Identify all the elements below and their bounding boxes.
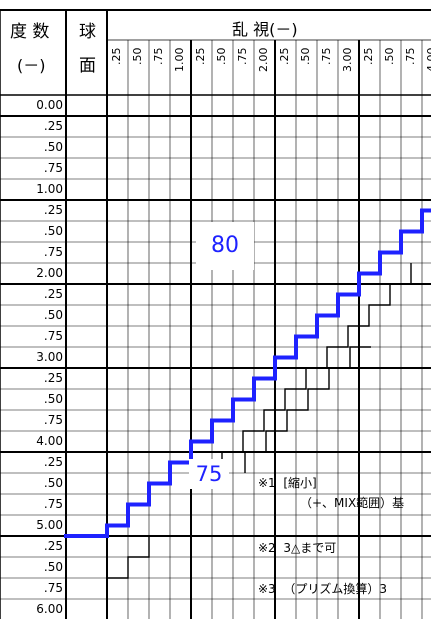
astig-column-label: .25 xyxy=(278,48,291,66)
astig-column-label: 2.00 xyxy=(257,48,270,73)
sphere-row-label: .25 xyxy=(43,203,63,217)
sphere-row-label: .75 xyxy=(43,161,63,175)
astig-column-label: .50 xyxy=(299,48,312,66)
sphere-row-label: .25 xyxy=(43,371,63,385)
astig-column-label: .25 xyxy=(110,48,123,66)
astig-column-label: .25 xyxy=(194,48,207,66)
astig-column-label: 3.00 xyxy=(341,48,354,73)
astig-column-label: .75 xyxy=(320,48,333,66)
astig-column-label: 1.00 xyxy=(173,48,186,73)
sphere-row-label: .25 xyxy=(43,539,63,553)
sphere-row-label: .25 xyxy=(43,455,63,469)
sphere-row-label: 0.00 xyxy=(36,98,63,112)
astig-column-label: .25 xyxy=(362,48,375,66)
astig-column-label: .50 xyxy=(131,48,144,66)
sphere-row-label: .50 xyxy=(43,308,63,322)
boundary-step-black xyxy=(244,346,371,473)
boundary-step-black xyxy=(221,263,412,473)
note-1-detail: （+、MIX範囲）基 xyxy=(300,496,405,510)
sphere-row-label: .50 xyxy=(43,224,63,238)
note-1: ※1 [縮小] xyxy=(258,476,317,490)
astig-column-label: .50 xyxy=(215,48,228,66)
sphere-header-bottom: 面 xyxy=(79,56,96,76)
sphere-row-label: .75 xyxy=(43,329,63,343)
sphere-row-label: 3.00 xyxy=(36,350,63,364)
sphere-row-label: .25 xyxy=(43,287,63,301)
sphere-row-label: .75 xyxy=(43,581,63,595)
sphere-row-label: 2.00 xyxy=(36,266,63,280)
sphere-row-label: .50 xyxy=(43,392,63,406)
sphere-row-label: .75 xyxy=(43,497,63,511)
note-3: ※3 （プリズム換算）3 xyxy=(258,582,387,596)
sphere-header-top: 球 xyxy=(79,22,96,42)
sphere-row-label: .50 xyxy=(43,560,63,574)
astig-column-label: .75 xyxy=(152,48,165,66)
sphere-row-label: .25 xyxy=(43,119,63,133)
degree-header: 度 数 xyxy=(10,22,50,42)
sphere-row-label: .75 xyxy=(43,413,63,427)
boundary-step-blue xyxy=(64,198,431,538)
note-2: ※2 3△まで可 xyxy=(258,541,337,555)
astig-column-label: .75 xyxy=(404,48,417,66)
degree-unit: (－) xyxy=(17,56,46,75)
sphere-row-label: .50 xyxy=(43,476,63,490)
boundary-step-black xyxy=(106,535,170,599)
astig-column-label: .75 xyxy=(236,48,249,66)
sphere-row-label: 6.00 xyxy=(36,602,63,616)
region-label-75: 75 xyxy=(189,459,229,489)
astigmatism-header: 乱 視(－) xyxy=(232,20,298,39)
sphere-row-label: 5.00 xyxy=(36,518,63,532)
astig-column-label: 4.00 xyxy=(425,48,431,73)
sphere-row-label: 4.00 xyxy=(36,434,63,448)
astig-column-label: .50 xyxy=(383,48,396,66)
region-label-80: 80 xyxy=(196,222,254,270)
sphere-row-label: .75 xyxy=(43,245,63,259)
sphere-row-label: 1.00 xyxy=(36,182,63,196)
sphere-row-label: .50 xyxy=(43,140,63,154)
